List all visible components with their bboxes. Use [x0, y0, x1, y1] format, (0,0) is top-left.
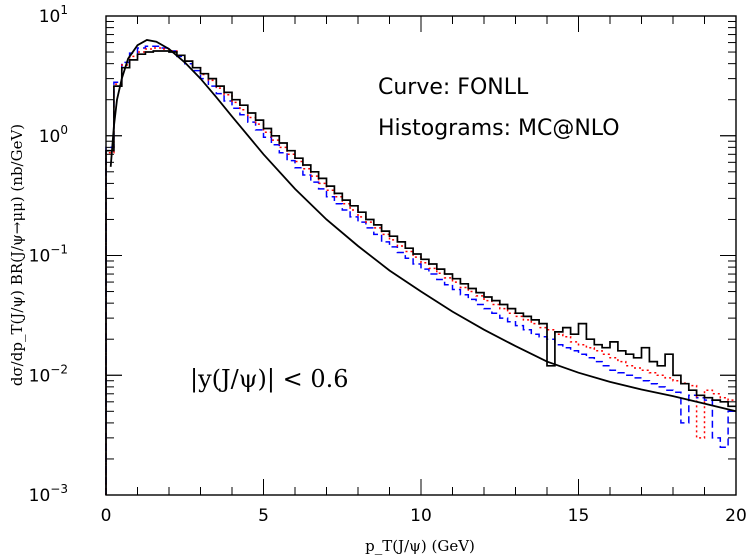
histogram-solid: [105, 50, 736, 495]
y-tick-labels: 10−3 10−2 10−1 100 101: [29, 3, 68, 506]
x-tick-labels: 0 5 10 15 20: [101, 506, 747, 526]
x-tick-label: 20: [725, 506, 747, 526]
plot-frame: [105, 15, 737, 496]
fonll-curve: [109, 39, 737, 413]
x-tick-label: 15: [568, 506, 590, 526]
y-tick-label: 10−2: [29, 362, 68, 386]
rapidity-cut-text: |y(J/ψ)| < 0.6: [190, 365, 349, 394]
x-tick-label: 10: [410, 506, 432, 526]
series-layer: [105, 39, 737, 495]
y-tick-label: 100: [39, 123, 68, 147]
y-axis-title: dσ/dp_T(J/ψ) BR(J/ψ→μμ) (nb/GeV): [8, 124, 26, 386]
histograms-legend-text: Histograms: MC@NLO: [378, 116, 620, 141]
y-tick-label: 10−1: [29, 243, 68, 267]
x-axis-title: p_T(J/ψ) (GeV): [365, 537, 475, 555]
y-tick-label: 101: [39, 3, 68, 27]
tick-marks: [105, 15, 737, 496]
y-tick-label: 10−3: [29, 482, 68, 506]
histogram-dashed: [105, 45, 736, 495]
curve-legend-text: Curve: FONLL: [378, 75, 529, 100]
x-tick-label: 0: [101, 506, 112, 526]
x-tick-label: 5: [258, 506, 269, 526]
